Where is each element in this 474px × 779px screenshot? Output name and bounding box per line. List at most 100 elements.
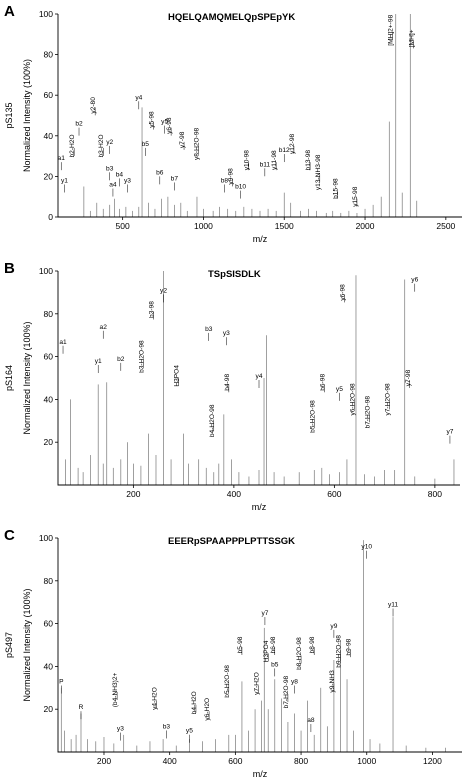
x-tick-label: 1000: [357, 756, 376, 766]
peak-annotation: b7-H2O-98: [365, 396, 372, 429]
x-axis-label: m/z: [252, 502, 267, 512]
peak-annotation: y9: [330, 623, 338, 638]
annotation-text: b2: [75, 121, 83, 128]
annotation-text: b15-98: [333, 178, 340, 199]
peak-annotation: b12: [279, 147, 290, 163]
y-tick-label: 60: [44, 619, 54, 629]
peak-annotation: b11: [260, 161, 271, 177]
annotation-text: y5: [336, 386, 343, 393]
annotation-text: b5-H2O-98: [224, 665, 231, 698]
annotation-text: y10-98: [244, 150, 251, 170]
annotation-text: b12: [279, 147, 290, 154]
annotation-text: y8-H2O-98: [194, 127, 201, 160]
annotation-text: y2: [160, 287, 167, 294]
annotation-text: y10: [361, 544, 372, 551]
annotation-text: b7: [171, 175, 179, 182]
annotation-text: b9-H2O-98: [335, 635, 342, 668]
annotation-text: b8: [221, 177, 229, 184]
x-axis-label: m/z: [253, 234, 268, 244]
annotation-text: y5: [161, 119, 168, 126]
peak-annotation: a4: [109, 182, 117, 197]
peak-annotation: b5-98: [237, 636, 244, 655]
annotation-text: b8-98: [309, 636, 316, 653]
annotation-text: y6: [411, 277, 418, 284]
y-tick-label: 100: [39, 9, 53, 19]
peak-annotation: b4-H2O-98: [209, 404, 216, 437]
panel-label: C: [4, 527, 15, 544]
axes-frame: [57, 271, 460, 486]
annotation-text: b11: [260, 161, 271, 168]
annotation-text: H3PO4: [174, 365, 181, 387]
y-tick-label: 40: [44, 394, 54, 404]
peak-annotation: b7: [171, 175, 179, 191]
annotation-text: b2-H2O: [69, 134, 76, 157]
peak-annotation: y1: [95, 358, 102, 374]
peak-annotation: y7-H2O: [253, 672, 260, 695]
peak-annotation: y10: [361, 544, 372, 559]
annotation-text: (b4-NH3)2+: [112, 672, 119, 707]
peak-annotation: y4-H2O: [152, 687, 159, 710]
annotation-text: y11-98: [271, 150, 278, 170]
peak-annotation: y3: [124, 177, 131, 193]
peak-annotation: (b4-NH3)2+: [112, 672, 119, 707]
annotation-text: b4: [116, 171, 124, 178]
peak-annotation: y6-H2O-98: [349, 383, 356, 416]
peptide-title: EEERpSPAAPPPLPTTSSGK: [168, 536, 295, 547]
peak-annotation: y6: [411, 277, 419, 292]
peak-annotation: b9-98: [345, 638, 352, 658]
annotation-text: a1: [58, 155, 66, 162]
annotation-text: b5-98: [237, 636, 244, 653]
peak-annotation: y4: [256, 373, 263, 388]
y-tick-label: 40: [44, 131, 54, 141]
peak-annotation: b2: [117, 356, 125, 371]
peak-annotation: b2-H2O: [69, 134, 76, 157]
annotation-text: b7-H2O-98: [283, 675, 290, 708]
annotation-text: y1: [61, 177, 68, 184]
peak-annotation: b2: [75, 121, 83, 136]
panel-label: A: [4, 3, 15, 20]
peak-annotation: y11-98: [271, 150, 278, 171]
peak-annotation: b6-98: [319, 374, 326, 393]
site-label: pS497: [4, 632, 14, 658]
peak-annotation: y7-98: [179, 131, 186, 150]
peak-annotation: a8: [307, 717, 315, 733]
site-label: pS135: [4, 102, 14, 128]
peak-annotation: b4-98: [224, 374, 231, 393]
y-tick-label: 20: [44, 704, 54, 714]
y-tick-label: 40: [44, 661, 54, 671]
peak-annotation: b5: [142, 141, 149, 156]
peak-annotation: y8-H2O-98: [194, 127, 201, 160]
site-label: pS164: [4, 365, 14, 391]
annotation-text: b3-98: [148, 301, 155, 318]
x-tick-label: 800: [428, 489, 442, 499]
x-tick-label: 800: [294, 756, 308, 766]
x-tick-label: 200: [97, 756, 111, 766]
annotation-text: y7: [446, 429, 453, 436]
peak-annotation: R: [79, 704, 84, 720]
annotation-text: b4-98: [224, 374, 231, 391]
y-tick-label: 80: [44, 309, 54, 319]
peak-annotation: b8-H2O-98: [296, 637, 303, 670]
peak-annotation: y5: [336, 386, 343, 401]
peptide-title: TSpSISDLK: [208, 269, 261, 280]
peak-annotation: a1: [59, 339, 67, 354]
peak-annotation: y8: [291, 679, 298, 694]
y-tick-label: 100: [39, 533, 53, 543]
peak-annotation: y7-98: [405, 369, 412, 388]
peak-annotation: b4: [116, 171, 124, 187]
y-axis-label: Normalized Intensity (100%): [22, 59, 32, 172]
peak-annotation: y2-80: [90, 97, 97, 116]
panel-label: B: [4, 260, 15, 277]
annotation-text: b7-H2O-98: [365, 396, 372, 429]
peak-annotation: a2: [100, 324, 107, 339]
peak-annotation: b13-98: [305, 150, 312, 171]
peak-annotation: b3: [163, 723, 170, 739]
axes-frame: [57, 14, 462, 218]
annotation-text: y4: [135, 94, 142, 101]
x-tick-label: 1000: [194, 221, 213, 231]
annotation-text: b5-H2O-98: [309, 400, 316, 433]
annotation-text: b3: [205, 326, 213, 333]
peak-annotation: b15-98: [333, 178, 340, 199]
peak-annotation: y9-98: [228, 168, 235, 187]
